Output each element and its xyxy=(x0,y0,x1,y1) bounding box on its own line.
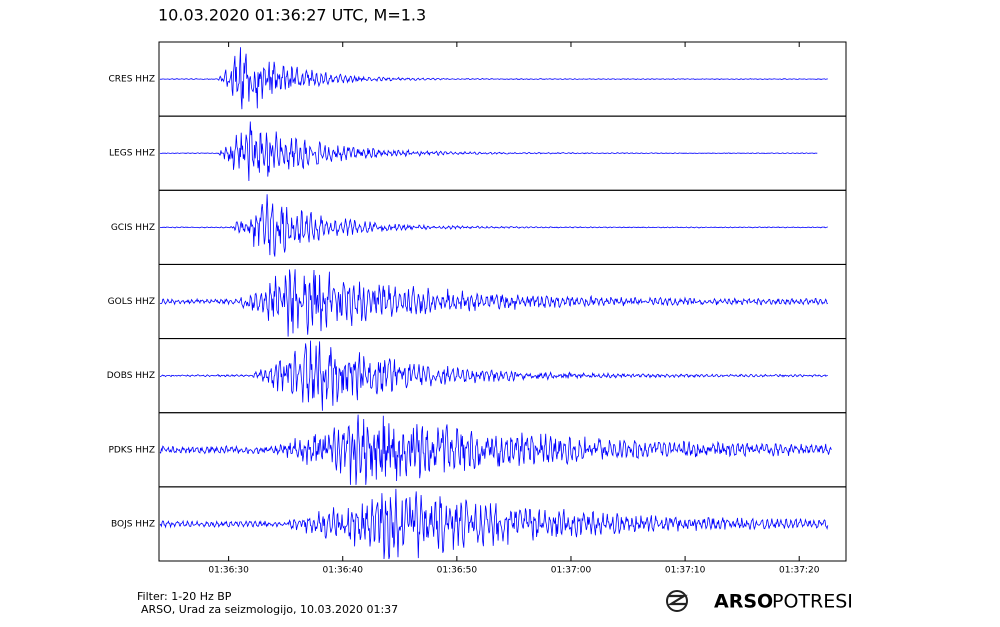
x-tick-label: 01:36:50 xyxy=(437,566,478,576)
station-label: PDKS HHZ xyxy=(108,445,155,455)
waveform xyxy=(160,194,828,257)
station-label: LEGS HHZ xyxy=(109,149,155,159)
station-label: CRES HHZ xyxy=(109,75,156,85)
filter-note: Filter: 1-20 Hz BP xyxy=(137,590,232,603)
station-label: GOLS HHZ xyxy=(108,297,155,307)
x-tick-label: 01:37:20 xyxy=(779,566,820,576)
waveform xyxy=(159,47,828,110)
logo-icon xyxy=(666,590,688,612)
logo-bold: ARSO xyxy=(714,591,773,613)
waveform xyxy=(159,414,832,485)
station-label: GCIS HHZ xyxy=(111,223,155,233)
waveform xyxy=(159,488,829,560)
station-label: DOBS HHZ xyxy=(107,371,155,381)
station-label: BOJS HHZ xyxy=(111,519,155,529)
x-tick-label: 01:37:10 xyxy=(665,566,706,576)
trace-panel xyxy=(158,486,847,562)
x-tick-label: 01:36:30 xyxy=(208,566,249,576)
waveform xyxy=(159,269,828,337)
waveform xyxy=(159,340,828,411)
chart-title: 10.03.2020 01:36:27 UTC, M=1.3 xyxy=(158,6,426,25)
credit-note: ARSO, Urad za seizmologijo, 10.03.2020 0… xyxy=(141,603,398,616)
waveform xyxy=(159,121,818,182)
x-tick-label: 01:36:40 xyxy=(323,566,364,576)
logo-light: POTRESI xyxy=(772,591,853,613)
x-tick-label: 01:37:00 xyxy=(551,566,592,576)
